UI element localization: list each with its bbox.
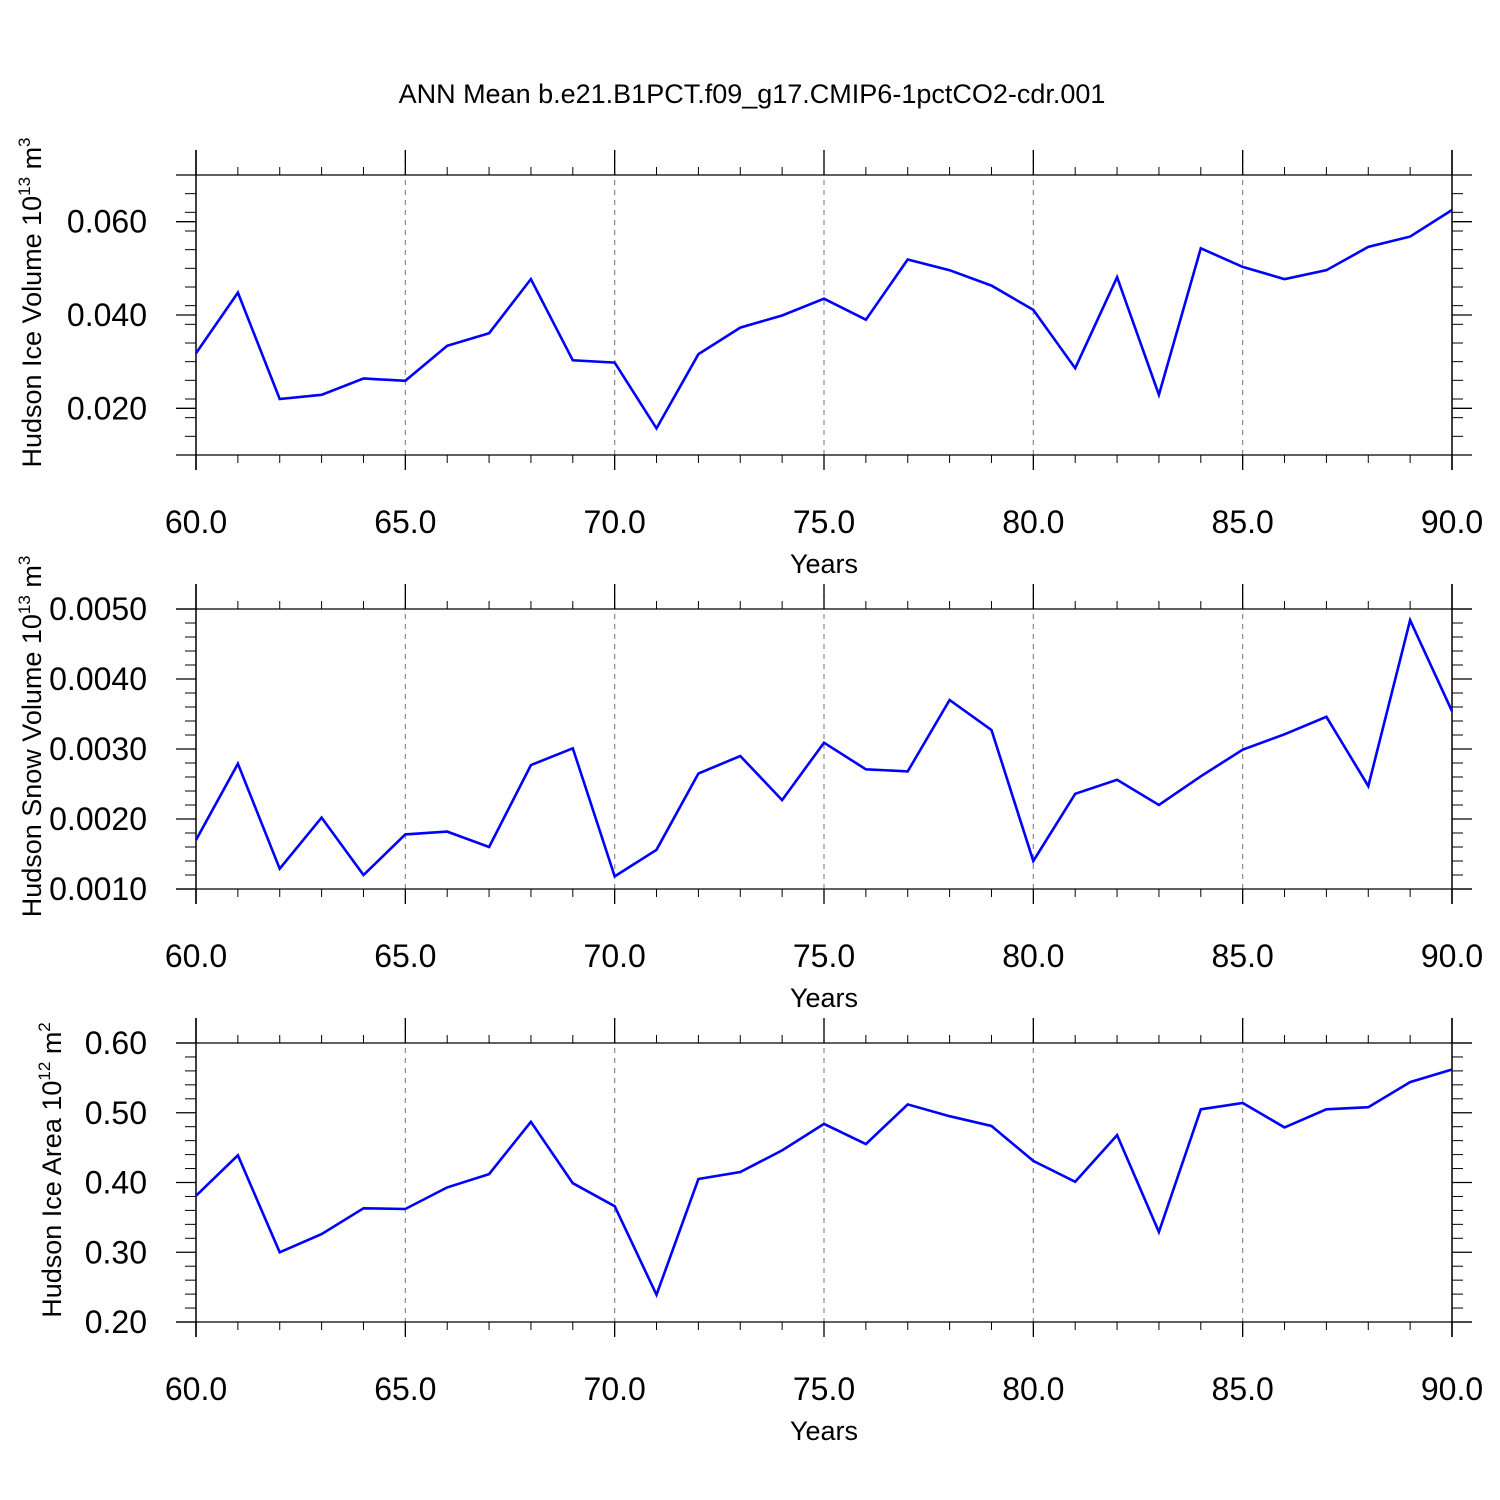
y-tick-label: 0.30 [85, 1234, 147, 1270]
y-tick-label: 0.0040 [49, 661, 147, 697]
x-tick-label: 85.0 [1212, 504, 1274, 540]
x-tick-label: 65.0 [374, 1371, 436, 1407]
series-line [194, 208, 1453, 431]
panels: 60.0 65.0 70.0 75.0 80.0 85.0 90.0 0.020 0.040 0.… [15, 137, 1483, 1446]
x-tick-label: 70.0 [584, 938, 646, 974]
x-axis-label: Years [790, 549, 858, 579]
figure-title: ANN Mean b.e21.B1PCT.f09_g17.CMIP6-1pctC… [399, 79, 1106, 109]
y-tick-label: 0.0050 [49, 591, 147, 627]
x-tick-label: 75.0 [793, 504, 855, 540]
x-tick-label: 75.0 [793, 1371, 855, 1407]
x-tick-label: 80.0 [1002, 938, 1064, 974]
x-tick-label: 85.0 [1212, 1371, 1274, 1407]
series-line [194, 616, 1454, 879]
x-tick-label: 65.0 [374, 938, 436, 974]
y-tick-label: 0.0030 [49, 731, 147, 767]
x-tick-label: 80.0 [1002, 504, 1064, 540]
y-tick-label: 0.020 [67, 390, 147, 426]
x-tick-label: 70.0 [584, 1371, 646, 1407]
x-axis-label: Years [790, 1416, 858, 1446]
x-tick-label: 60.0 [165, 938, 227, 974]
y-tick-label: 0.0010 [49, 871, 147, 907]
x-tick-label: 65.0 [374, 504, 436, 540]
chart-panel-3: 60.0 65.0 70.0 75.0 80.0 85.0 90.0 0.20 0.30 0.40… [35, 1018, 1483, 1446]
y-axis-label: Hudson Ice Area 1012 m2 [35, 1022, 67, 1318]
y-tick-label: 0.20 [85, 1304, 147, 1340]
y-tick-label: 0.40 [85, 1165, 147, 1201]
x-tick-label: 90.0 [1421, 504, 1483, 540]
y-tick-label: 0.60 [85, 1025, 147, 1061]
x-tick-label: 80.0 [1002, 1371, 1064, 1407]
y-tick-label: 0.0020 [49, 801, 147, 837]
x-tick-label: 90.0 [1421, 1371, 1483, 1407]
y-tick-label: 0.060 [67, 204, 147, 240]
x-tick-label: 85.0 [1212, 938, 1274, 974]
x-tick-label: 70.0 [584, 504, 646, 540]
x-tick-label: 90.0 [1421, 938, 1483, 974]
x-tick-label: 60.0 [165, 1371, 227, 1407]
x-tick-label: 75.0 [793, 938, 855, 974]
x-tick-label: 60.0 [165, 504, 227, 540]
chart-panel-1: 60.0 65.0 70.0 75.0 80.0 85.0 90.0 0.020 0.040 0.… [15, 137, 1483, 579]
x-axis-label: Years [790, 983, 858, 1013]
y-axis-label: Hudson Ice Volume 1013 m3 [15, 137, 47, 467]
y-tick-label: 0.50 [85, 1095, 147, 1131]
chart-panel-2: 60.0 65.0 70.0 75.0 80.0 85.0 90.0 0.0010 0.0020… [15, 556, 1483, 1013]
y-axis-label: Hudson Snow Volume 1013 m3 [15, 556, 47, 918]
y-tick-label: 0.040 [67, 297, 147, 333]
series-line [195, 1068, 1453, 1299]
